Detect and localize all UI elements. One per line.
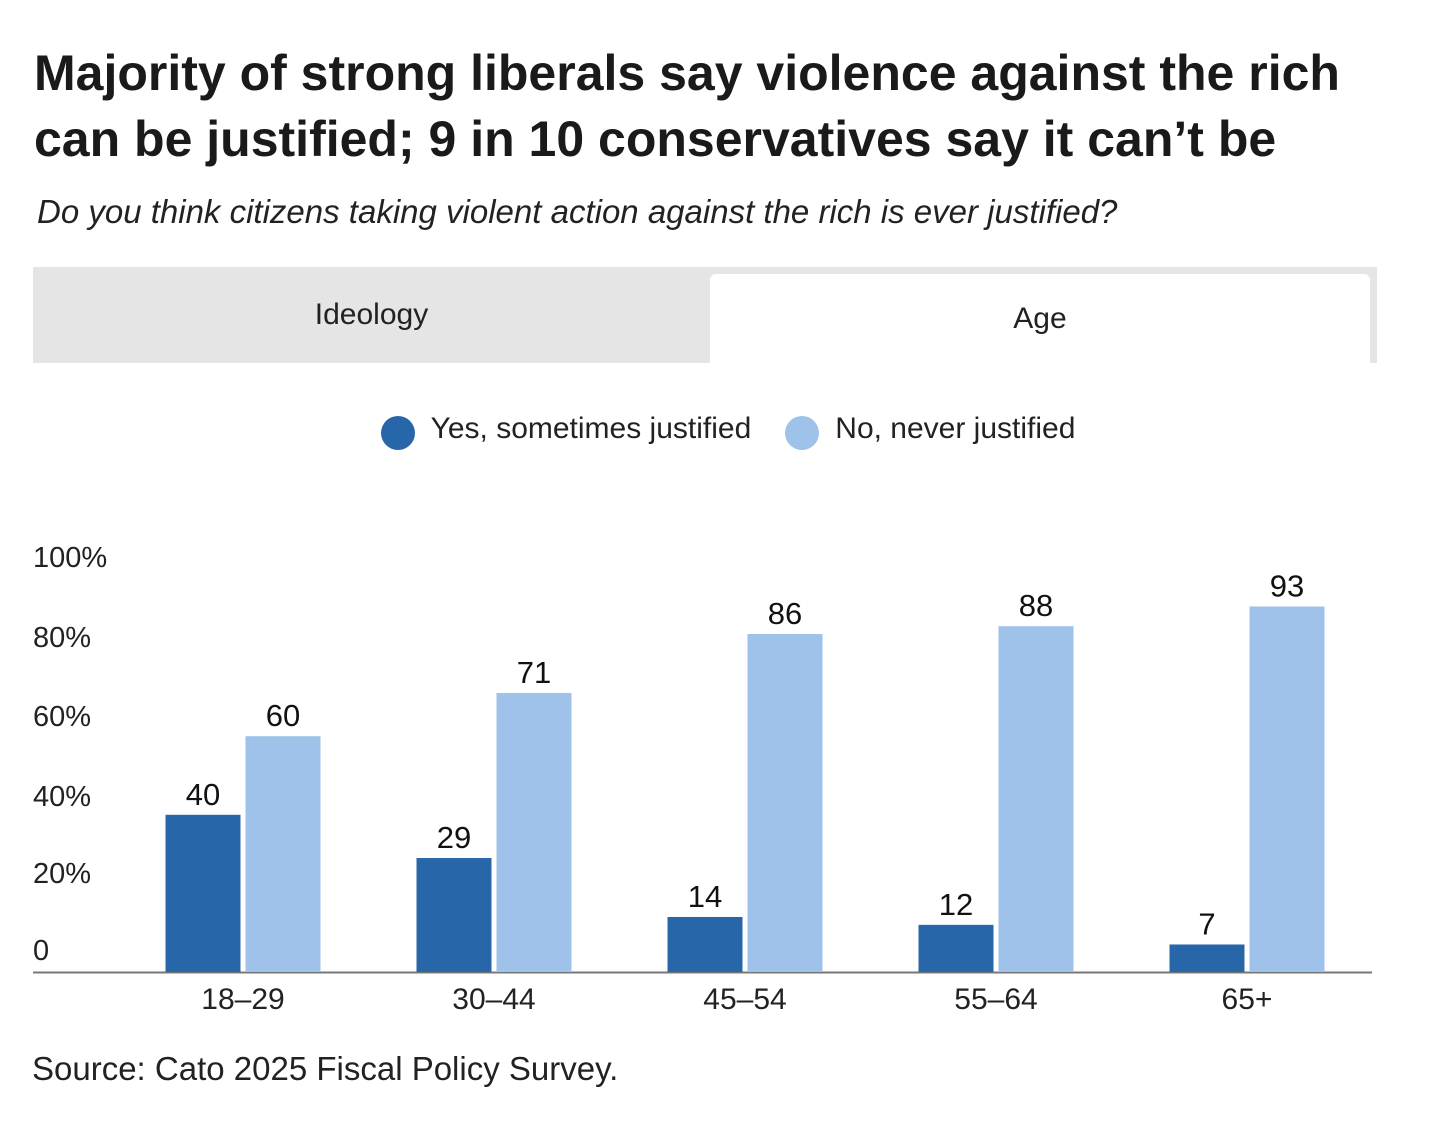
- tab-age[interactable]: Age: [710, 274, 1370, 363]
- legend-item-yes: Yes, sometimes justified: [380, 408, 752, 450]
- legend-label-no: No, never justified: [835, 412, 1076, 445]
- legend-swatch-yes: [380, 416, 415, 450]
- data-label: 86: [768, 596, 802, 631]
- x-tick-label: 65+: [1222, 983, 1273, 1016]
- data-label: 71: [517, 655, 551, 690]
- tab-ideology[interactable]: Ideology: [314, 298, 429, 331]
- y-tick-label: 100%: [33, 542, 107, 574]
- chart-title: Majority of strong liberals say violence…: [34, 45, 1340, 167]
- bar-yes: [416, 858, 492, 972]
- tab-bar: Ideology Age: [33, 267, 1377, 363]
- data-label: 29: [437, 820, 471, 855]
- x-tick-label: 18–29: [201, 983, 284, 1016]
- chart-subtitle: Do you think citizens taking violent act…: [37, 193, 1118, 230]
- bar-no: [1249, 606, 1325, 972]
- legend-swatch-no: [785, 416, 820, 450]
- bar-no: [245, 736, 321, 972]
- data-label: 40: [186, 777, 220, 812]
- data-label: 14: [688, 879, 722, 914]
- data-label: 93: [1270, 569, 1304, 604]
- y-tick-label: 40%: [33, 781, 91, 813]
- y-tick-label: 80%: [33, 622, 91, 654]
- source-note: Source: Cato 2025 Fiscal Policy Survey.: [32, 1050, 619, 1087]
- legend-item-no: No, never justified: [785, 408, 1075, 450]
- data-label: 12: [939, 887, 973, 922]
- x-tick-label: 30–44: [452, 983, 535, 1016]
- legend-label-yes: Yes, sometimes justified: [430, 412, 752, 445]
- legend: Yes, sometimes justified No, never justi…: [0, 408, 1456, 450]
- y-tick-label: 0: [33, 935, 49, 967]
- bar-no: [998, 626, 1074, 972]
- y-tick-label: 20%: [33, 858, 91, 890]
- data-label: 60: [266, 698, 300, 733]
- bar-yes: [165, 814, 241, 972]
- bar-yes: [918, 924, 994, 972]
- data-label: 7: [1198, 906, 1215, 941]
- bar-no: [496, 692, 572, 972]
- x-tick-label: 45–54: [703, 983, 786, 1016]
- bar-no: [747, 634, 823, 972]
- data-label: 88: [1019, 588, 1053, 623]
- bar-yes: [667, 916, 743, 972]
- y-tick-label: 60%: [33, 701, 91, 733]
- x-tick-label: 55–64: [954, 983, 1037, 1016]
- bar-yes: [1169, 944, 1245, 972]
